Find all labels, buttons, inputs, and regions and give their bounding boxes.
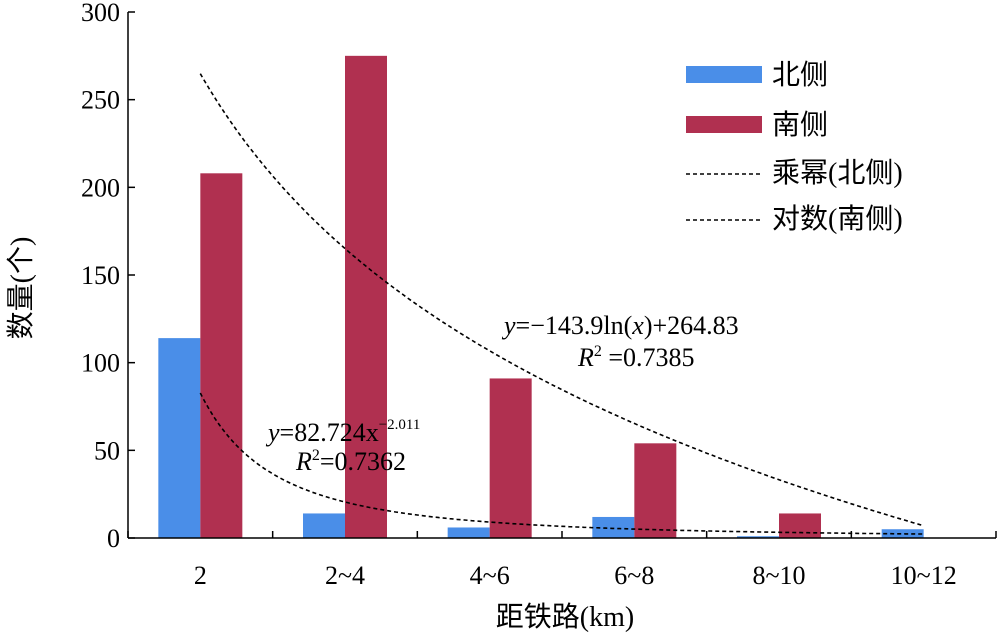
y-tick-label-250: 250	[81, 86, 120, 115]
equation-log: y=−143.9ln(x)+264.83 R2 =0.7385	[501, 311, 739, 372]
x-tick-label-2: 4~6	[470, 561, 510, 590]
legend-label-power: 乘幂(北侧)	[772, 157, 903, 189]
legend-label-log: 对数(南侧)	[772, 203, 903, 235]
bar-south-2	[489, 378, 532, 538]
y-tick-label-300: 300	[81, 0, 120, 27]
bar-north-0	[158, 338, 201, 538]
bar-south-4	[779, 513, 821, 538]
bar-north-3	[592, 516, 635, 538]
y-tick-label-150: 150	[81, 261, 120, 290]
axes-group	[127, 11, 997, 539]
equation-power: y=82.724x−2.011 R2=0.7362	[265, 417, 420, 476]
svg-text:R2 =0.7385: R2 =0.7385	[577, 343, 695, 372]
x-tick-label-3: 6~8	[614, 561, 654, 590]
trendline-power	[199, 392, 924, 535]
bar-north-1	[303, 513, 345, 538]
svg-text:y=−143.9ln(x)+264.83: y=−143.9ln(x)+264.83	[501, 311, 739, 340]
y-axis-title: 数量(个)	[5, 237, 37, 340]
legend-swatch-south	[686, 116, 762, 133]
x-tick-label-4: 8~10	[752, 561, 805, 590]
bar-south-1	[345, 55, 387, 538]
x-tick-label-1: 2~4	[325, 561, 365, 590]
legend: 北侧 南侧 乘幂(北侧) 对数(南侧)	[686, 59, 903, 235]
bar-south-3	[634, 443, 677, 538]
bar-north-2	[447, 527, 490, 538]
svg-text:y=82.724x−2.011: y=82.724x−2.011	[265, 417, 420, 447]
y-tick-label-0: 0	[107, 524, 120, 553]
bar-south-0	[200, 173, 243, 538]
trendlines-group	[199, 73, 924, 535]
bars-group	[158, 55, 924, 538]
tick-labels-group: 0 50 100 150 200 250 300 2 2~4 4~6 6~8 8~10 10~12	[81, 0, 957, 590]
legend-label-south: 南侧	[772, 109, 828, 141]
x-tick-label-5: 10~12	[891, 561, 957, 590]
x-axis-title: 距铁路(km)	[496, 601, 634, 633]
y-tick-label-100: 100	[81, 349, 120, 378]
bar-north-4	[737, 536, 779, 538]
legend-swatch-north	[686, 66, 762, 83]
svg-text:R2=0.7362: R2=0.7362	[295, 447, 406, 476]
y-tick-label-50: 50	[94, 436, 120, 465]
bar-north-5	[881, 529, 924, 538]
legend-label-north: 北侧	[772, 59, 828, 91]
x-tick-label-0: 2	[194, 561, 207, 590]
y-tick-label-200: 200	[81, 173, 120, 202]
